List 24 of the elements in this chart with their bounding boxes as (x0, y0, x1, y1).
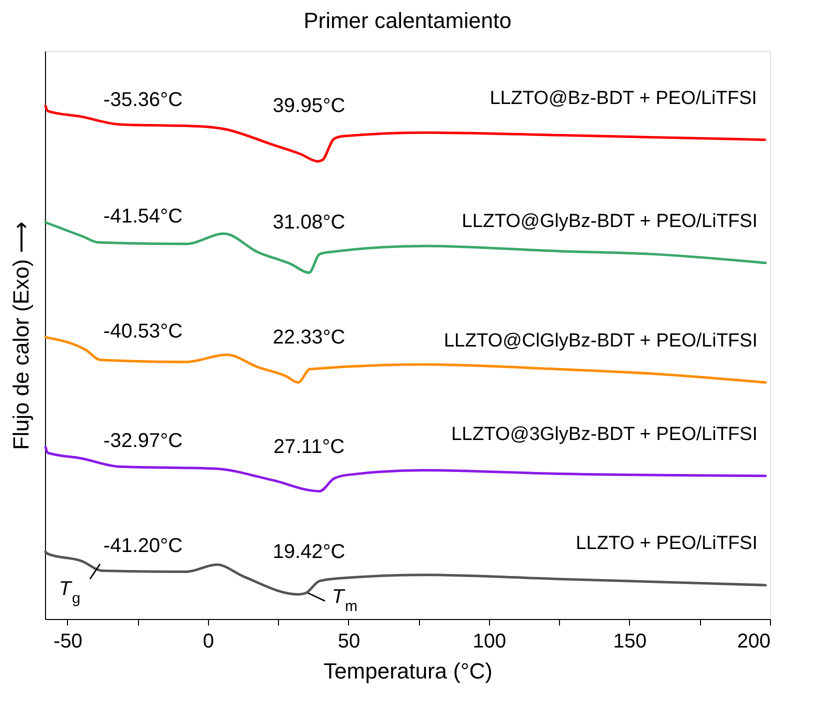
annotation: -32.97°C (103, 430, 183, 452)
series-label: LLZTO@ClGlyBz-BDT + PEO/LiTFSI (444, 330, 758, 352)
chart-title: Primer calentamiento (304, 8, 512, 33)
series-label: LLZTO@GlyBz-BDT + PEO/LiTFSI (462, 210, 758, 232)
annotation: 27.11°C (273, 436, 345, 458)
x-tick-label: 150 (613, 630, 647, 652)
series-label: LLZTO@3GlyBz-BDT + PEO/LiTFSI (451, 424, 758, 445)
annotation: 31.08°C (272, 211, 346, 234)
x-tick-label: 50 (338, 630, 360, 652)
annotation: -41.54°C (103, 205, 183, 228)
annotation: -41.20°C (103, 534, 183, 557)
series-label: LLZTO@Bz-BDT + PEO/LiTFSI (490, 88, 757, 109)
x-tick-label: -50 (54, 630, 82, 652)
annotation: -35.36°C (103, 88, 183, 111)
series-label: LLZTO + PEO/LiTFSI (576, 533, 758, 554)
annotation: 39.95°C (272, 94, 346, 117)
y-axis-title: Flujo de calor (Exo) ⟶ (8, 221, 34, 450)
x-axis-title: Temperatura (°C) (324, 658, 492, 684)
x-tick-label: 100 (472, 630, 506, 652)
annotation: 19.42°C (272, 540, 346, 563)
annotation: -40.53°C (103, 320, 183, 342)
annotation: 22.33°C (272, 326, 346, 348)
x-tick-label: 0 (202, 630, 214, 652)
x-tick-label: 200 (737, 630, 770, 652)
